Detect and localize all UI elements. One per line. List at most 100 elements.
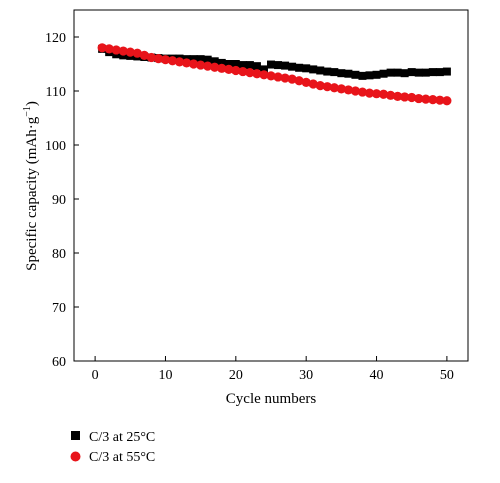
y-tick-label-1: 70 (52, 301, 66, 316)
series-2-point-42 (386, 90, 396, 100)
series-2-point-4 (118, 46, 128, 56)
series-2-point-50 (442, 96, 452, 106)
series-2-point-13 (181, 58, 192, 68)
series-2-point-10 (160, 55, 171, 65)
y-axis-title: Specific capacity (mAh·g−1) (22, 101, 40, 271)
series-1-point-17 (210, 57, 219, 66)
y-axis-title-sup: −1 (22, 106, 33, 117)
x-axis-title: Cycle numbers (226, 391, 317, 407)
series-2-point-2 (104, 44, 114, 54)
series-1-point-32 (316, 66, 325, 75)
series-2-point-18 (217, 63, 227, 73)
series-2-point-3 (111, 45, 121, 55)
x-tick-label-2: 20 (229, 368, 243, 383)
series-2-point-31 (308, 79, 318, 89)
series-2-point-12 (174, 57, 185, 67)
legend-marker-series-1 (71, 431, 80, 440)
x-tick-label-0: 0 (92, 368, 99, 383)
series-1-point-31 (309, 65, 318, 74)
series-1-point-41 (379, 69, 388, 78)
series-1-point-14 (189, 55, 198, 64)
series-1-point-16 (203, 55, 212, 64)
legend: C/3 at 25°C C/3 at 55°C (70, 430, 155, 465)
legend-label-series-1: C/3 at 25°C (89, 430, 155, 445)
series-2-point-21 (238, 66, 248, 77)
series-2-point-32 (315, 81, 325, 91)
series-1-point-33 (323, 67, 332, 76)
series-1-point-47 (421, 68, 430, 77)
series-2-point-1 (97, 43, 107, 53)
series-2-point-24 (259, 70, 269, 80)
series-2-point-23 (252, 69, 262, 79)
series-2-point-25 (266, 71, 276, 81)
series-1-point-21 (238, 61, 247, 70)
series-1-point-19 (224, 60, 233, 68)
series-2-point-48 (428, 95, 438, 105)
series-2-point-34 (329, 83, 339, 93)
series-2-point-45 (407, 92, 417, 103)
series-1-point-20 (231, 60, 240, 68)
series-2-point-36 (343, 85, 353, 95)
y-tick-label-4: 100 (45, 139, 66, 154)
series-1-point-23 (252, 62, 261, 71)
plot-frame (73, 9, 469, 362)
series-2-point-38 (357, 87, 368, 97)
series-1-point-35 (337, 69, 346, 78)
legend-marker-series-2 (70, 451, 81, 462)
series-1-point-43 (393, 68, 402, 77)
series-2-point-41 (378, 89, 389, 99)
series-2-point-46 (414, 93, 424, 104)
series-2-point-9 (153, 54, 164, 64)
series-2-point-27 (280, 73, 290, 83)
series-1-point-34 (330, 68, 339, 77)
series-2-point-6 (132, 48, 142, 58)
series-1-point-22 (245, 61, 254, 70)
series-2-point-11 (167, 56, 178, 66)
series-2-point-44 (400, 92, 410, 102)
legend-label-series-2: C/3 at 55°C (89, 450, 155, 465)
series-1-point-45 (407, 68, 416, 77)
series-2-point-49 (435, 95, 445, 105)
x-tick-label-3: 30 (299, 368, 313, 383)
series-1-point-36 (344, 69, 353, 78)
data-marks (97, 43, 452, 106)
y-tick-label-6: 120 (45, 31, 66, 46)
series-1-point-37 (351, 70, 360, 79)
series-2-point-26 (273, 72, 283, 82)
series-2-point-14 (189, 59, 199, 69)
x-tick-label-4: 40 (370, 368, 384, 383)
series-1-point-48 (428, 68, 437, 77)
series-2-point-8 (146, 52, 156, 63)
axis-ticks: 0 10 20 30 40 50 60 70 80 90 100 110 120 (45, 31, 454, 383)
y-tick-label-0: 60 (52, 355, 66, 370)
series-1-point-27 (281, 61, 290, 70)
series-1-point-25 (267, 60, 275, 69)
series-1-point-42 (386, 68, 395, 77)
series-2-point-5 (125, 47, 135, 57)
series-1-point-26 (274, 61, 283, 70)
x-tick-label-1: 10 (158, 368, 172, 383)
series-1-point-50 (442, 67, 451, 76)
series-2-point-33 (322, 82, 332, 92)
series-2-point-35 (336, 84, 346, 94)
y-tick-label-5: 110 (46, 85, 66, 100)
series-2-point-29 (294, 76, 304, 86)
series-2-point-47 (421, 94, 431, 104)
series-1-point-18 (217, 58, 226, 67)
y-tick-label-2: 80 (52, 247, 66, 262)
series-1-point-30 (302, 64, 311, 73)
series-1-point-28 (288, 62, 297, 71)
series-1-point-39 (365, 71, 374, 80)
series-2-point-15 (196, 60, 206, 70)
series-2-point-19 (224, 64, 234, 74)
series-2-point-20 (231, 65, 241, 76)
series-2-point-28 (287, 74, 297, 84)
x-tick-label-5: 50 (440, 368, 454, 383)
series-2-point-40 (371, 89, 382, 99)
series-1-point-29 (295, 63, 304, 72)
series-1-point-15 (196, 55, 205, 64)
series-2-point-16 (203, 61, 213, 71)
y-axis-title-main: Specific capacity (mAh·g (24, 116, 40, 271)
series-2-point-17 (210, 62, 220, 72)
series-1-point-40 (372, 70, 381, 79)
